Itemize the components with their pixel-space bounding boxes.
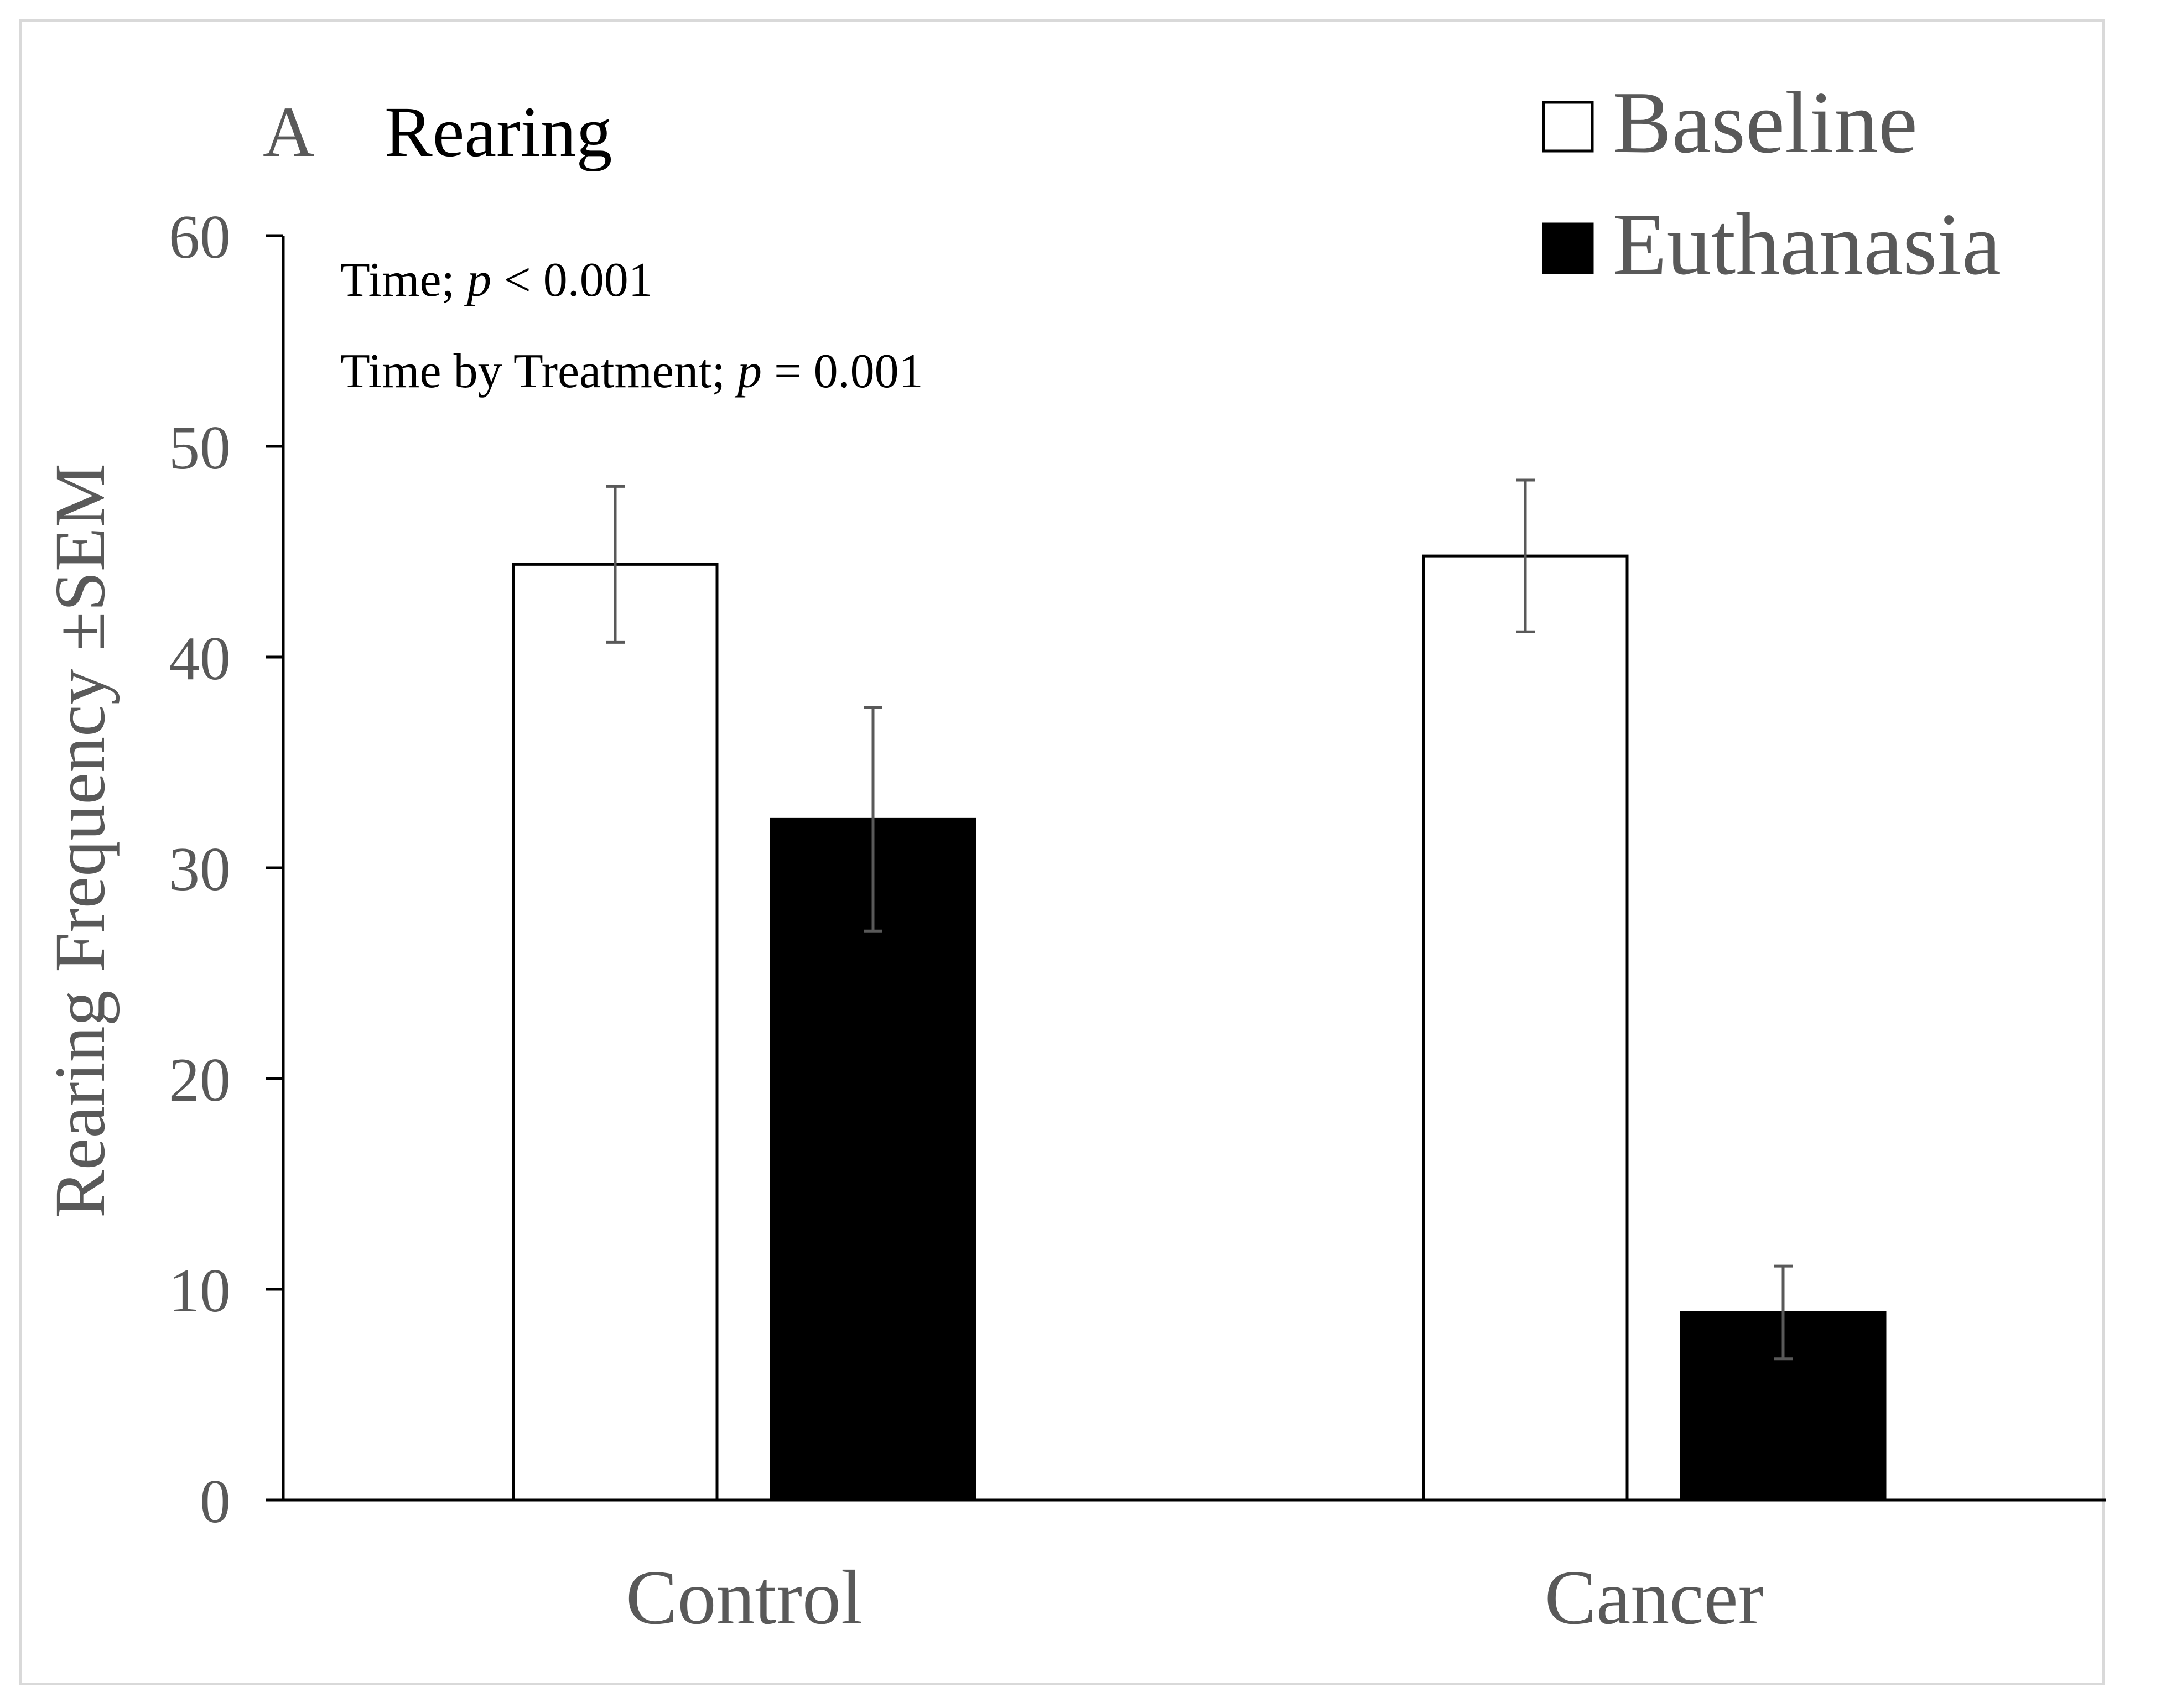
legend-label-baseline: Baseline — [1613, 73, 1918, 171]
legend-swatch-euthanasia — [1542, 222, 1594, 274]
annotation-time: Time; p < 0.001 — [340, 253, 653, 307]
y-tick-label: 0 — [200, 1467, 231, 1536]
y-tick-label: 40 — [169, 624, 231, 693]
annotation-time-by-treatment: Time by Treatment; p = 0.001 — [340, 345, 923, 398]
y-tick-label: 30 — [169, 835, 231, 904]
x-tick-label-cancer: Cancer — [1545, 1555, 1764, 1641]
y-tick-label: 10 — [169, 1257, 231, 1325]
y-tick-label: 50 — [169, 414, 231, 482]
y-tick-label: 20 — [169, 1046, 231, 1115]
y-tick-label: 60 — [169, 203, 231, 272]
y-axis-label: Rearing Frequency ±SEM — [40, 464, 120, 1218]
panel-label: A — [263, 92, 315, 172]
legend-swatch-baseline — [1542, 101, 1594, 153]
legend-label-euthanasia: Euthanasia — [1613, 195, 2001, 293]
chart-title: Rearing — [385, 92, 612, 172]
x-tick-label-control: Control — [626, 1555, 863, 1641]
bar-baseline-cancer — [1422, 554, 1629, 1502]
chart-frame — [19, 19, 2105, 1685]
bar-baseline-control — [512, 563, 719, 1502]
bar-euthanasia-control — [770, 817, 976, 1502]
